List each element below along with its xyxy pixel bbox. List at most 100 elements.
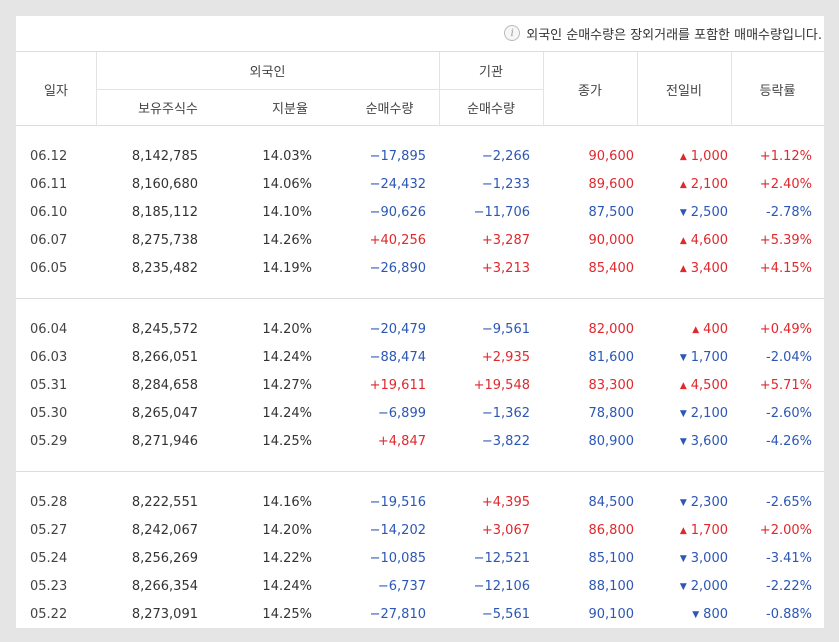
cell-ratio: 14.16%	[262, 495, 312, 510]
cell-date: 05.23	[30, 579, 68, 594]
cell-date: 06.03	[30, 350, 68, 365]
table-row: 05.28 8,222,551 14.16% −19,516 +4,395 84,500 2…	[16, 489, 824, 517]
cell-close: 90,100	[588, 607, 635, 622]
cell-ratio: 14.06%	[262, 177, 312, 192]
cell-rate: -2.04%	[766, 350, 812, 365]
cell-inst-net: −12,521	[473, 551, 530, 566]
cell-date: 06.12	[30, 149, 68, 164]
cell-close: 84,500	[588, 495, 635, 510]
cell-change: 800	[692, 601, 728, 630]
cell-holdings: 8,265,047	[131, 406, 198, 421]
cell-date: 06.11	[30, 177, 68, 192]
info-icon[interactable]: i	[504, 25, 521, 41]
table-row: 05.27 8,242,067 14.20% −14,202 +3,067 86,800 1…	[16, 517, 824, 545]
table-row: 05.23 8,266,354 14.24% −6,737 −12,106 88,100 2…	[16, 573, 824, 601]
cell-foreign-net: +19,611	[369, 378, 426, 393]
table-row: 05.24 8,256,269 14.22% −10,085 −12,521 85,100…	[16, 545, 824, 573]
cell-holdings: 8,284,658	[131, 378, 198, 393]
cell-ratio: 14.24%	[262, 406, 312, 421]
col-date: 일자	[44, 83, 68, 99]
cell-ratio: 14.25%	[262, 607, 312, 622]
cell-rate: -0.88%	[766, 607, 812, 622]
cell-inst-net: +19,548	[473, 378, 530, 393]
cell-inst-net: −12,106	[473, 579, 530, 594]
cell-holdings: 8,273,091	[131, 607, 198, 622]
cell-foreign-net: +40,256	[369, 233, 426, 248]
cell-foreign-net: −17,895	[369, 149, 426, 164]
cell-date: 05.24	[30, 551, 68, 566]
cell-holdings: 8,275,738	[131, 233, 198, 248]
cell-change: 2,300	[680, 489, 728, 518]
table-row: 06.03 8,266,051 14.24% −88,474 +2,935 81,600 1…	[16, 344, 824, 372]
cell-change: 2,100	[680, 400, 728, 429]
cell-inst-net: −3,822	[481, 434, 530, 449]
cell-inst-net: −2,266	[481, 149, 530, 164]
cell-close: 81,600	[588, 350, 635, 365]
col-holdings: 보유주식수	[138, 102, 198, 117]
cell-inst-net: +3,067	[481, 523, 530, 538]
cell-rate: -3.41%	[766, 551, 812, 566]
cell-ratio: 14.24%	[262, 350, 312, 365]
table-row: 05.29 8,271,946 14.25% +4,847 −3,822 80,900 3,…	[16, 428, 824, 456]
col-change: 전일비	[666, 83, 702, 99]
cell-close: 86,800	[588, 523, 635, 538]
cell-holdings: 8,245,572	[131, 322, 198, 337]
cell-holdings: 8,266,051	[131, 350, 198, 365]
cell-holdings: 8,242,067	[131, 523, 198, 538]
cell-close: 87,500	[588, 205, 635, 220]
cell-date: 06.04	[30, 322, 68, 337]
cell-close: 90,000	[588, 233, 635, 248]
cell-ratio: 14.25%	[262, 434, 312, 449]
cell-holdings: 8,160,680	[131, 177, 198, 192]
table-row: 06.05 8,235,482 14.19% −26,890 +3,213 85,400 3…	[16, 255, 824, 283]
table-header: 일자 외국인 기관 종가 전일비 등락률 보유주식수 지분율 순매수량 순매수량	[16, 51, 824, 126]
cell-inst-net: −11,706	[473, 205, 530, 220]
cell-holdings: 8,256,269	[131, 551, 198, 566]
cell-rate: +5.39%	[759, 233, 812, 248]
cell-change: 400	[692, 316, 728, 345]
cell-rate: -2.78%	[766, 205, 812, 220]
cell-date: 05.29	[30, 434, 68, 449]
cell-rate: -4.26%	[766, 434, 812, 449]
cell-rate: +1.12%	[759, 149, 812, 164]
cell-holdings: 8,222,551	[131, 495, 198, 510]
cell-holdings: 8,185,112	[131, 205, 198, 220]
row-group: 06.04 8,245,572 14.20% −20,479 −9,561 82,000 4…	[16, 299, 824, 472]
cell-inst-net: +3,213	[481, 261, 530, 276]
cell-close: 85,100	[588, 551, 635, 566]
cell-ratio: 14.19%	[262, 261, 312, 276]
cell-close: 83,300	[588, 378, 635, 393]
cell-ratio: 14.26%	[262, 233, 312, 248]
cell-close: 80,900	[588, 434, 635, 449]
cell-foreign-net: −10,085	[369, 551, 426, 566]
cell-date: 06.05	[30, 261, 68, 276]
table-row: 05.30 8,265,047 14.24% −6,899 −1,362 78,800 2,…	[16, 400, 824, 428]
cell-inst-net: +2,935	[481, 350, 530, 365]
table-row: 06.07 8,275,738 14.26% +40,256 +3,287 90,000 4…	[16, 227, 824, 255]
cell-rate: +4.15%	[759, 261, 812, 276]
cell-inst-net: −1,233	[481, 177, 530, 192]
cell-holdings: 8,266,354	[131, 579, 198, 594]
cell-ratio: 14.20%	[262, 322, 312, 337]
table-row: 05.31 8,284,658 14.27% +19,611 +19,548 83,300…	[16, 372, 824, 400]
cell-foreign-net: −24,432	[369, 177, 426, 192]
table-row: 06.11 8,160,680 14.06% −24,432 −1,233 89,600 2…	[16, 171, 824, 199]
cell-foreign-net: +4,847	[377, 434, 426, 449]
cell-foreign-net: −26,890	[369, 261, 426, 276]
col-rate: 등락률	[759, 83, 796, 99]
cell-date: 05.31	[30, 378, 68, 393]
cell-foreign-net: −6,899	[377, 406, 426, 421]
cell-inst-net: −5,561	[481, 607, 530, 622]
cell-rate: +2.40%	[759, 177, 812, 192]
cell-change: 3,600	[680, 428, 728, 457]
cell-rate: -2.65%	[766, 495, 812, 510]
cell-foreign-net: −19,516	[369, 495, 426, 510]
cell-inst-net: +4,395	[481, 495, 530, 510]
cell-ratio: 14.27%	[262, 378, 312, 393]
cell-close: 82,000	[588, 322, 635, 337]
cell-close: 78,800	[588, 406, 635, 421]
cell-rate: -2.60%	[766, 406, 812, 421]
cell-ratio: 14.03%	[262, 149, 312, 164]
table-row: 06.12 8,142,785 14.03% −17,895 −2,266 90,600 1…	[16, 143, 824, 171]
cell-change: 3,400	[680, 255, 728, 284]
